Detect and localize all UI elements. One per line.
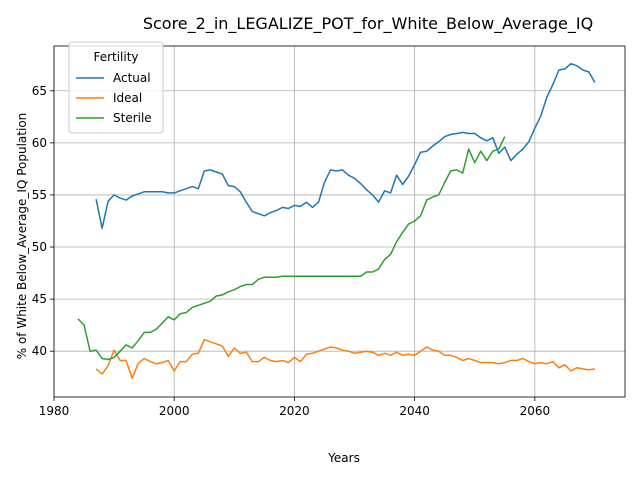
x-tick-label: 2000 xyxy=(159,404,190,418)
legend-label-actual: Actual xyxy=(113,71,151,85)
legend-items: Actual Ideal Sterile xyxy=(76,71,152,125)
y-tick-label: 60 xyxy=(32,136,47,150)
x-tick-label: 2020 xyxy=(279,404,310,418)
y-tick-label: 50 xyxy=(32,240,47,254)
chart-title: Score_2_in_LEGALIZE_POT_for_White_Below_… xyxy=(143,14,593,34)
y-axis-label: % of White Below_Average_IQ Population xyxy=(15,113,29,360)
legend-label-sterile: Sterile xyxy=(113,111,152,125)
grid-lines xyxy=(53,46,625,397)
series-line-sterile xyxy=(77,136,506,361)
legend: Fertility Actual Ideal Sterile xyxy=(68,41,164,134)
y-tick-label: 65 xyxy=(32,84,47,98)
axes-frame xyxy=(53,45,626,398)
x-tick-label: 1980 xyxy=(39,404,70,418)
legend-label-ideal: Ideal xyxy=(113,91,142,105)
y-tick-label: 40 xyxy=(32,344,47,358)
x-tick-label: 2040 xyxy=(399,404,430,418)
legend-title: Fertility xyxy=(93,50,138,64)
x-axis-label: Years xyxy=(327,451,360,465)
plot-area xyxy=(77,62,596,380)
series-line-ideal xyxy=(95,338,596,380)
y-tick-label: 55 xyxy=(32,188,47,202)
x-tick-label: 2060 xyxy=(520,404,551,418)
y-tick-label: 45 xyxy=(32,292,47,306)
x-axis-ticks: 1980 2000 2020 2040 2060 xyxy=(39,397,550,418)
series-line-actual xyxy=(95,62,596,230)
legend-box xyxy=(68,41,164,134)
y-axis-ticks: 40 45 50 55 60 65 xyxy=(32,84,54,358)
